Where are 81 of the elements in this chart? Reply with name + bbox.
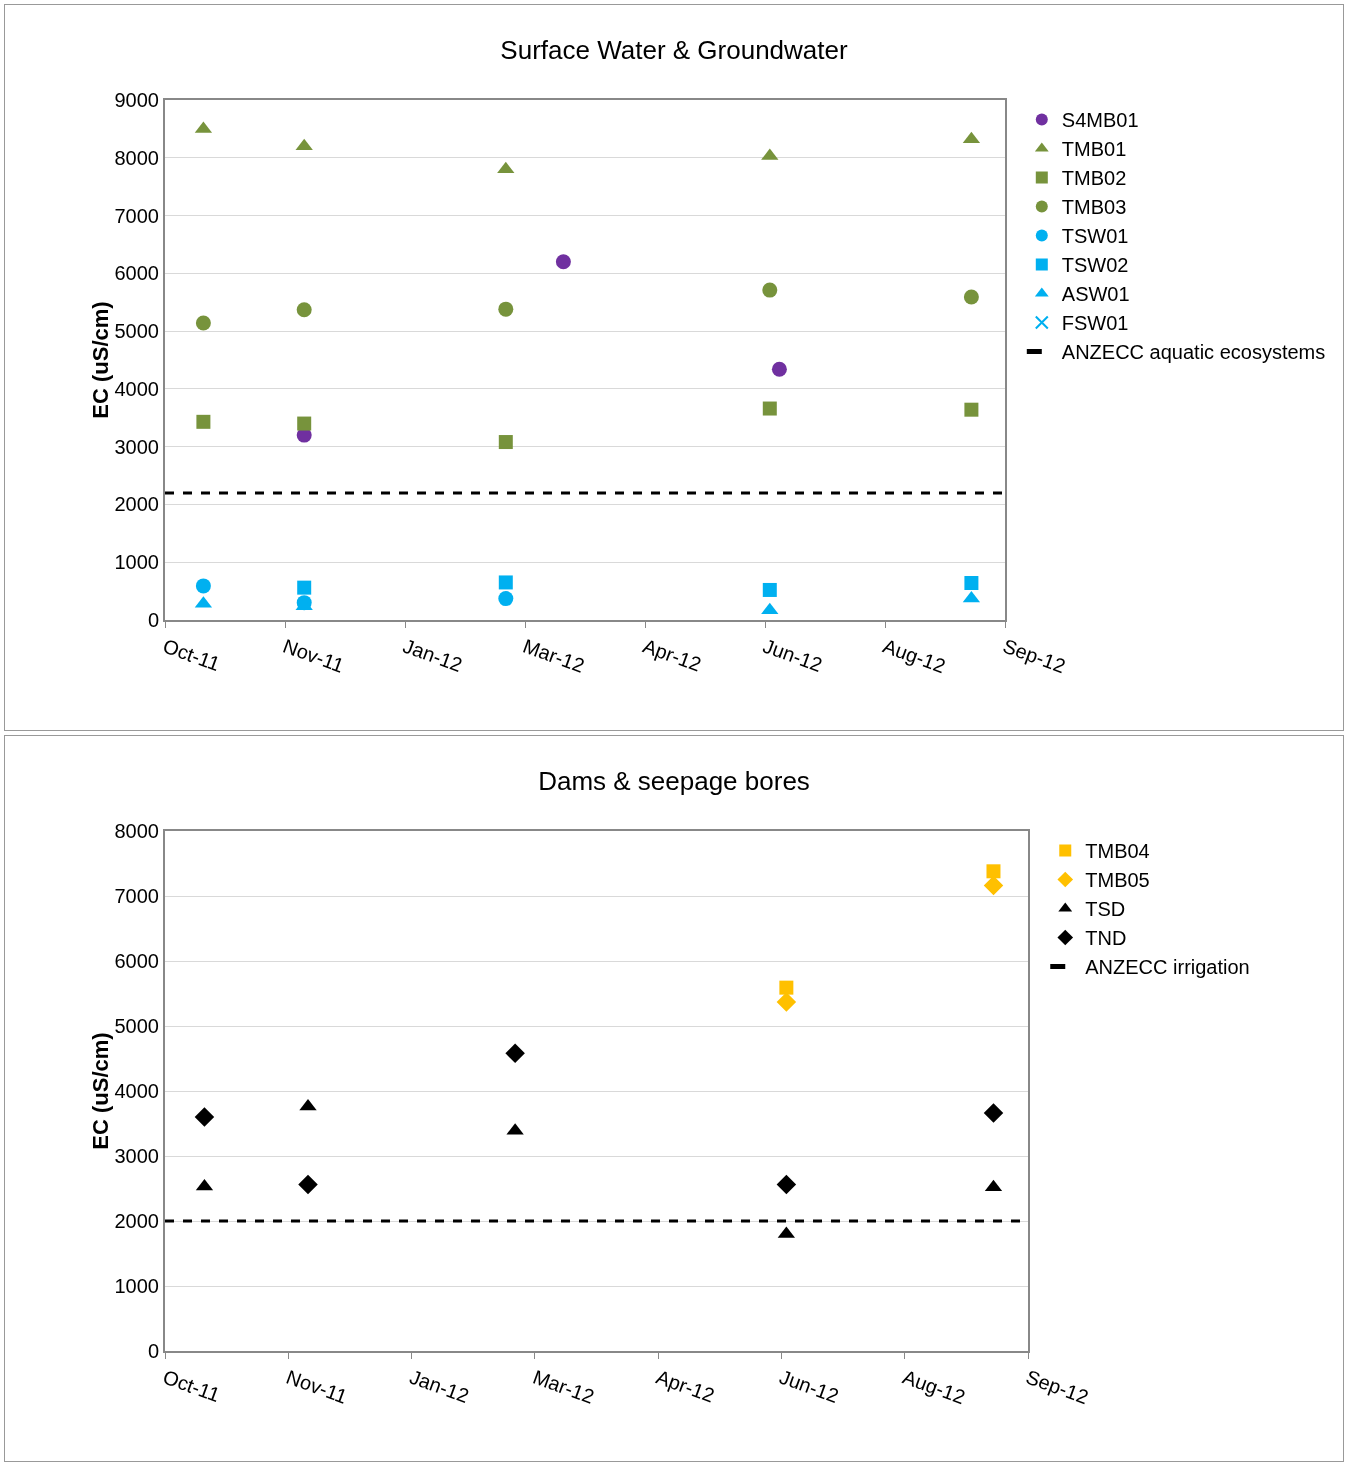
point: [498, 591, 514, 607]
y-axis-title: EC (uS/cm): [87, 301, 113, 419]
y-tick-label: 2000: [114, 493, 159, 516]
y-tick-label: 3000: [114, 1145, 159, 1167]
x-tick-label: Sep-12: [1000, 634, 1069, 678]
y-tick-label: 3000: [114, 435, 159, 458]
legend-label: TMB04: [1085, 840, 1150, 863]
x-tick-label: Apr-12: [640, 634, 705, 676]
point: [498, 435, 513, 450]
legend-label: TND: [1085, 927, 1127, 950]
chart-title: Dams & seepage bores: [538, 766, 810, 797]
x-tick-label: Nov-11: [280, 634, 347, 677]
legend-label: ANZECC irrigation: [1085, 956, 1250, 979]
x-tick-label: Nov-11: [283, 1365, 351, 1408]
legend-label: TMB03: [1061, 196, 1127, 219]
point: [776, 1174, 797, 1195]
y-tick-label: 7000: [114, 885, 159, 907]
x-tick-label: Apr-12: [653, 1365, 718, 1407]
point: [771, 361, 787, 377]
legend-label: TSW02: [1061, 254, 1129, 277]
legend-label: TMB01: [1061, 138, 1127, 161]
x-tick-label: Jun-12: [760, 634, 826, 677]
point: [505, 1043, 525, 1064]
y-tick-label: 6000: [114, 950, 159, 972]
point: [195, 578, 211, 594]
point: [963, 289, 979, 305]
y-tick-label: 8000: [114, 146, 159, 169]
y-tick-label: 1000: [114, 1275, 159, 1297]
point: [195, 315, 211, 331]
point: [297, 580, 312, 595]
y-tick-label: 0: [147, 1340, 159, 1362]
legend-label: TMB05: [1085, 869, 1150, 892]
point: [964, 576, 979, 591]
y-tick-label: 4000: [114, 1080, 159, 1102]
y-tick-label: 5000: [114, 320, 159, 343]
x-tick-label: Oct-11: [160, 634, 223, 676]
point: [497, 161, 515, 174]
point: [296, 302, 312, 318]
chart-title: Surface Water & Groundwater: [500, 35, 848, 66]
x-tick-label: Mar-12: [520, 634, 588, 677]
y-tick-label: 1000: [114, 551, 159, 574]
point: [762, 282, 778, 298]
legend-label: FSW01: [1061, 312, 1129, 335]
x-tick-label: Jan-12: [406, 1365, 472, 1408]
point: [776, 992, 797, 1012]
x-tick-label: Jan-12: [400, 634, 466, 677]
legend-label: TSD: [1085, 898, 1126, 921]
point: [498, 301, 514, 317]
y-tick-label: 7000: [114, 204, 159, 227]
x-tick-label: Mar-12: [530, 1365, 598, 1408]
legend-label: S4MB01: [1061, 109, 1139, 132]
x-tick-label: Oct-11: [160, 1365, 223, 1407]
x-tick-label: Jun-12: [776, 1365, 842, 1408]
point: [762, 401, 777, 416]
point: [297, 416, 312, 431]
y-tick-label: 0: [147, 609, 159, 631]
point: [194, 1107, 215, 1127]
point: [298, 1174, 318, 1195]
y-axis-title: EC (uS/cm): [87, 1032, 113, 1150]
point: [762, 582, 777, 597]
point: [555, 254, 571, 270]
legend-label: TSW01: [1061, 225, 1129, 248]
y-tick-label: 6000: [114, 262, 159, 285]
y-tick-label: 2000: [114, 1210, 159, 1232]
point: [986, 864, 1001, 879]
point: [498, 575, 513, 590]
y-tick-label: 9000: [114, 89, 159, 111]
legend-label: TMB02: [1061, 167, 1127, 190]
x-tick-label: Aug-12: [899, 1365, 969, 1409]
legend-label: ASW01: [1061, 283, 1130, 306]
y-tick-label: 4000: [114, 377, 159, 400]
y-tick-label: 5000: [114, 1015, 159, 1037]
x-tick-label: Aug-12: [880, 634, 949, 678]
x-tick-label: Sep-12: [1023, 1365, 1092, 1409]
point: [196, 414, 211, 429]
point: [983, 875, 1004, 896]
legend-label: ANZECC aquatic ecosystems: [1061, 341, 1326, 364]
point: [964, 402, 979, 417]
y-tick-label: 8000: [114, 820, 159, 842]
point: [779, 980, 794, 995]
point: [983, 1103, 1004, 1123]
